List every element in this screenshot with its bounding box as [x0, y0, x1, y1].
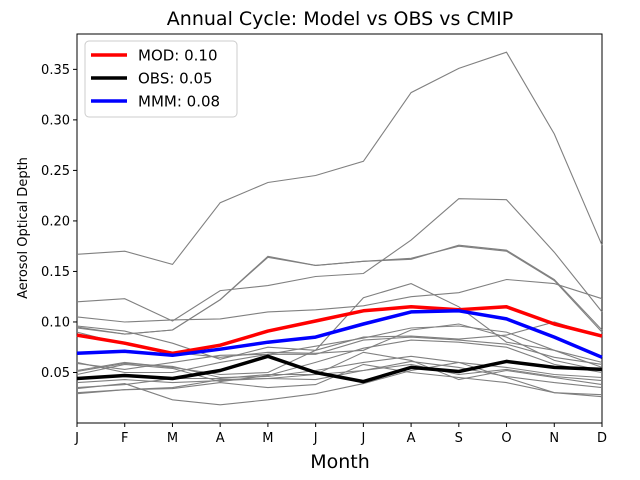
legend-box [84, 40, 238, 118]
y-tick-label: 0.10 [41, 315, 70, 330]
obs-legend-label: OBS: 0.05 [138, 70, 213, 88]
cmip-member-line-9 [76, 321, 603, 376]
x-tick-label: F [121, 431, 128, 446]
plot-frame [76, 33, 603, 424]
cmip-member-line-13 [76, 363, 603, 384]
cmip-member-line-12 [76, 355, 603, 379]
x-tick-label: S [455, 431, 463, 446]
x-tick-label: M [262, 431, 273, 446]
y-tick-label: 0.05 [41, 366, 70, 381]
y-axis-label: Aerosol Optical Depth [16, 157, 31, 299]
cmip-member-line-3 [76, 244, 603, 335]
mod-legend-label: MOD: 0.10 [138, 47, 218, 65]
y-tick-label: 0.30 [41, 113, 70, 128]
x-tick-label: A [216, 431, 225, 446]
obs-line [76, 354, 603, 384]
main-series [76, 305, 603, 384]
y-tick-label: 0.35 [41, 63, 70, 78]
x-axis-label: Month [310, 451, 370, 473]
x-tick-label: J [74, 431, 79, 446]
cmip-member-line-10 [76, 336, 603, 374]
cmip-member-line-4 [76, 198, 603, 322]
cmip-member-line-11 [76, 339, 603, 383]
y-tick-label: 0.20 [41, 214, 70, 229]
cmip-member-line-5 [76, 278, 603, 323]
x-tick-label: D [597, 431, 607, 446]
cmip-member-line-1 [76, 51, 603, 266]
cmip-member-line-16 [76, 361, 603, 406]
x-tick-label: J [360, 431, 365, 446]
y-axis-ticks: 0.05 0.10 0.15 0.20 0.25 0.30 0.35 [41, 63, 77, 381]
mmm-legend-label: MMM: 0.08 [138, 93, 220, 111]
x-tick-label: N [549, 431, 559, 446]
x-tick-label: M [167, 431, 178, 446]
x-tick-label: O [501, 431, 511, 446]
cmip-members [76, 51, 603, 406]
cmip-member-line-17 [76, 363, 603, 396]
y-tick-label: 0.15 [41, 265, 70, 280]
x-tick-label: A [407, 431, 416, 446]
mmm-line [76, 309, 603, 359]
cmip-member-line-6 [76, 283, 603, 368]
y-tick-label: 0.25 [41, 164, 70, 179]
mod-line [76, 305, 603, 356]
cmip-member-line-8 [76, 325, 603, 370]
chart-title: Annual Cycle: Model vs OBS vs CMIP [167, 8, 513, 30]
legend: MOD: 0.10 OBS: 0.05 MMM: 0.08 [84, 40, 238, 118]
x-tick-label: J [313, 431, 318, 446]
